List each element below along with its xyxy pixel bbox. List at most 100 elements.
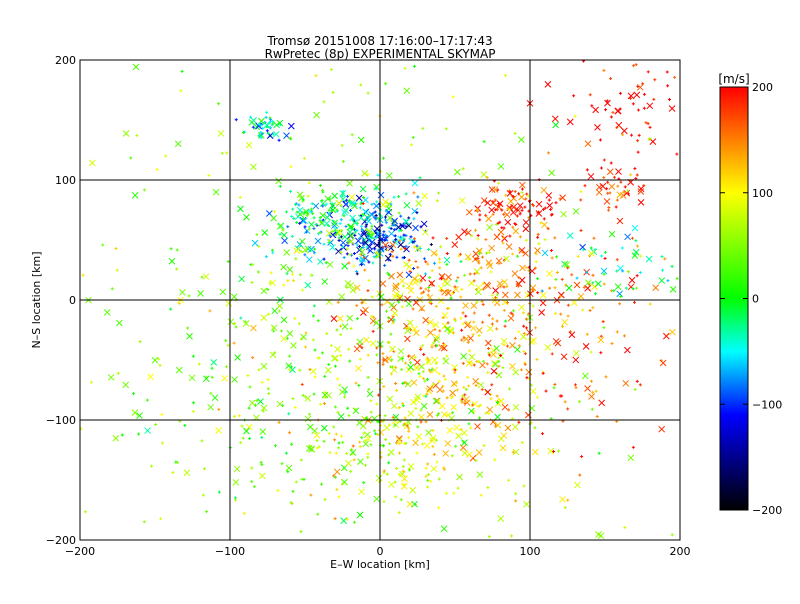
data-point (335, 346, 341, 352)
data-point (502, 236, 508, 242)
data-point (123, 130, 129, 136)
data-point (322, 279, 328, 285)
data-point (115, 247, 118, 250)
data-point (405, 192, 408, 195)
data-point (382, 444, 385, 447)
data-point (414, 356, 417, 359)
data-point (615, 205, 618, 208)
data-point (541, 187, 547, 193)
data-point (505, 219, 511, 225)
data-point (212, 395, 218, 401)
data-point (671, 265, 674, 268)
data-point (627, 270, 630, 273)
data-points (79, 60, 678, 539)
data-point (364, 464, 367, 467)
data-point (377, 394, 380, 397)
data-point (612, 289, 615, 292)
data-point (604, 198, 610, 204)
data-point (323, 440, 326, 443)
data-point (514, 292, 520, 298)
data-point (639, 271, 642, 274)
data-point (425, 475, 428, 478)
data-point (291, 235, 294, 238)
data-point (441, 526, 447, 532)
data-point (580, 455, 583, 458)
data-point (259, 473, 265, 479)
data-point (523, 219, 529, 225)
data-point (171, 471, 174, 474)
data-point (635, 287, 638, 290)
data-point (474, 229, 477, 232)
data-point (294, 406, 297, 409)
data-point (342, 324, 348, 330)
data-point (550, 249, 553, 252)
data-point (494, 234, 500, 240)
data-point (339, 333, 342, 336)
x-tick-label: 100 (520, 545, 541, 558)
data-point (353, 408, 359, 414)
data-point (376, 174, 379, 177)
data-point (359, 358, 362, 361)
data-point (343, 395, 346, 398)
data-point (628, 455, 634, 461)
data-point (456, 234, 462, 240)
data-point (485, 340, 491, 346)
data-point (419, 348, 422, 351)
data-point (588, 173, 594, 179)
data-point (438, 478, 441, 481)
data-point (506, 345, 509, 348)
data-point (175, 141, 181, 147)
data-point (496, 320, 499, 323)
data-point (669, 329, 675, 335)
data-point (254, 404, 257, 407)
data-point (446, 355, 449, 358)
data-point (488, 314, 491, 317)
data-point (666, 279, 669, 282)
data-point (513, 369, 519, 375)
data-point (251, 356, 254, 359)
data-point (596, 189, 602, 195)
data-point (267, 313, 270, 316)
data-point (290, 215, 293, 218)
data-point (548, 287, 551, 290)
data-point (487, 347, 490, 350)
data-point (671, 533, 674, 536)
data-point (332, 193, 338, 199)
data-point (305, 416, 311, 422)
data-point (391, 403, 397, 409)
data-point (353, 252, 356, 255)
data-point (323, 402, 326, 405)
data-point (481, 198, 487, 204)
data-point (447, 427, 453, 433)
data-point (385, 310, 388, 313)
colorbar-tick-label: −100 (752, 398, 782, 411)
data-point (169, 258, 175, 264)
data-point (459, 296, 462, 299)
data-point (347, 261, 350, 264)
data-point (407, 320, 413, 326)
data-point (370, 340, 376, 346)
data-point (407, 430, 410, 433)
data-point (218, 491, 221, 494)
data-point (401, 305, 404, 308)
data-point (315, 238, 321, 244)
data-point (521, 441, 524, 444)
data-point (353, 458, 356, 461)
data-point (384, 82, 387, 85)
data-point (170, 247, 173, 250)
data-point (471, 325, 477, 331)
data-point (521, 209, 524, 212)
data-point (273, 210, 276, 213)
data-point (355, 304, 358, 307)
data-point (489, 245, 495, 251)
data-point (647, 103, 653, 109)
data-point (205, 510, 208, 513)
data-point (462, 167, 465, 170)
data-point (200, 439, 203, 442)
data-point (451, 404, 457, 410)
data-point (438, 372, 441, 375)
data-point (301, 334, 307, 340)
data-point (426, 430, 432, 436)
data-point (406, 272, 412, 278)
